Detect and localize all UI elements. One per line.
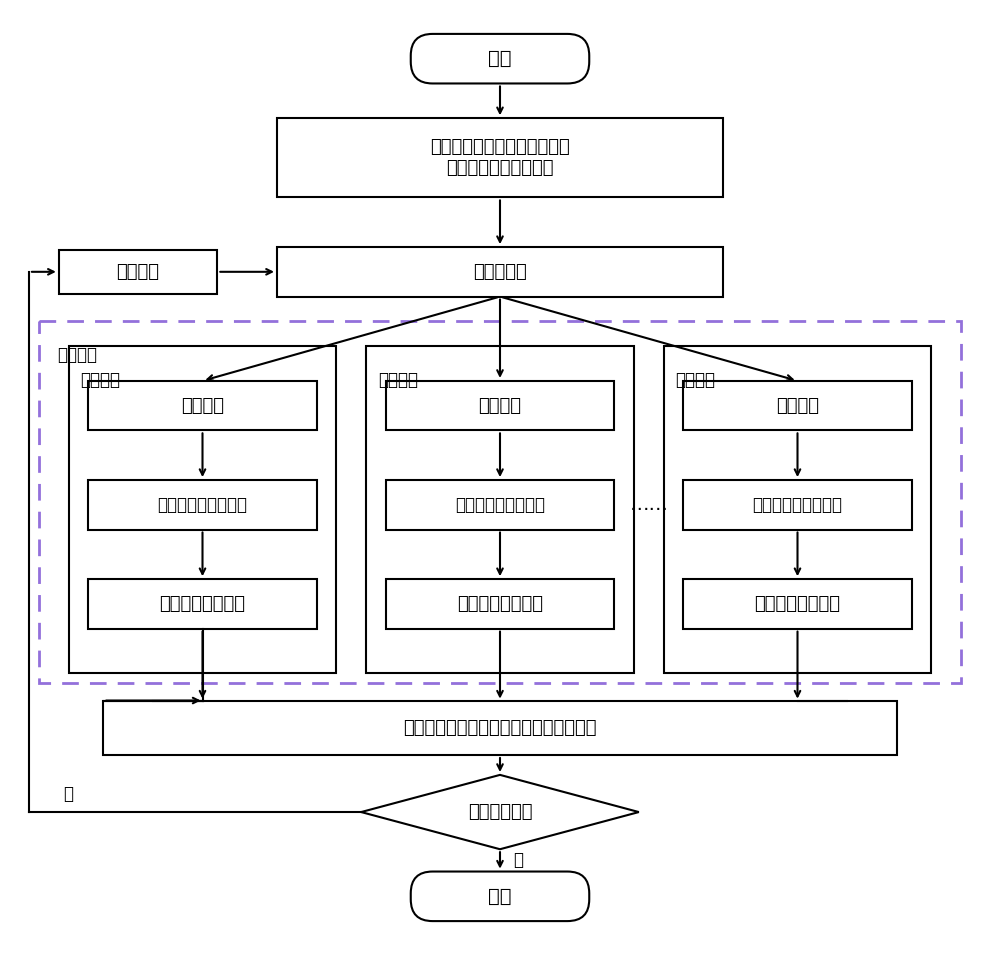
Text: 测试节点: 测试节点 (676, 371, 716, 389)
Text: 测试模块: 测试模块 (57, 346, 97, 364)
Text: 是: 是 (513, 851, 523, 869)
Text: 模糊测试: 模糊测试 (479, 396, 522, 414)
Polygon shape (361, 775, 639, 849)
Text: 记录当前执行信息: 记录当前执行信息 (457, 595, 543, 613)
Text: ……: …… (629, 496, 668, 514)
Bar (683, 579, 912, 628)
Text: 否: 否 (64, 785, 74, 803)
Text: 结束: 结束 (488, 887, 512, 905)
Text: 模糊测试: 模糊测试 (181, 396, 224, 414)
Bar (88, 480, 317, 529)
Text: 统计测试软件、种子文件的测试执行信息: 统计测试软件、种子文件的测试执行信息 (403, 719, 597, 737)
FancyBboxPatch shape (411, 872, 589, 921)
Text: 记录当前执行信息: 记录当前执行信息 (755, 595, 841, 613)
Bar (39, 322, 961, 683)
Text: 调度选择器: 调度选择器 (473, 263, 527, 281)
Text: 执行监控，信息统计: 执行监控，信息统计 (753, 496, 843, 514)
Text: 测试是否结束: 测试是否结束 (468, 803, 532, 821)
Text: 记录当前执行信息: 记录当前执行信息 (160, 595, 246, 613)
Bar (386, 579, 614, 628)
Text: 执行监控，信息统计: 执行监控，信息统计 (455, 496, 545, 514)
Bar (103, 701, 897, 755)
Text: 测试节点: 测试节点 (378, 371, 418, 389)
Bar (69, 346, 336, 673)
Bar (88, 381, 317, 431)
Bar (386, 381, 614, 431)
Text: 任务配置信息等（时间，输入
软件集合，种子集合）: 任务配置信息等（时间，输入 软件集合，种子集合） (430, 138, 570, 178)
Text: 调度算法: 调度算法 (117, 263, 160, 281)
Bar (386, 480, 614, 529)
Text: 执行监控，信息统计: 执行监控，信息统计 (158, 496, 248, 514)
Bar (366, 346, 634, 673)
Bar (88, 579, 317, 628)
Text: 开始: 开始 (488, 50, 512, 68)
Bar (683, 381, 912, 431)
Bar (277, 247, 723, 297)
Bar (664, 346, 931, 673)
Bar (683, 480, 912, 529)
Bar (59, 249, 217, 294)
Bar (277, 118, 723, 198)
Text: 模糊测试: 模糊测试 (776, 396, 819, 414)
Text: 测试节点: 测试节点 (81, 371, 121, 389)
FancyBboxPatch shape (411, 34, 589, 83)
